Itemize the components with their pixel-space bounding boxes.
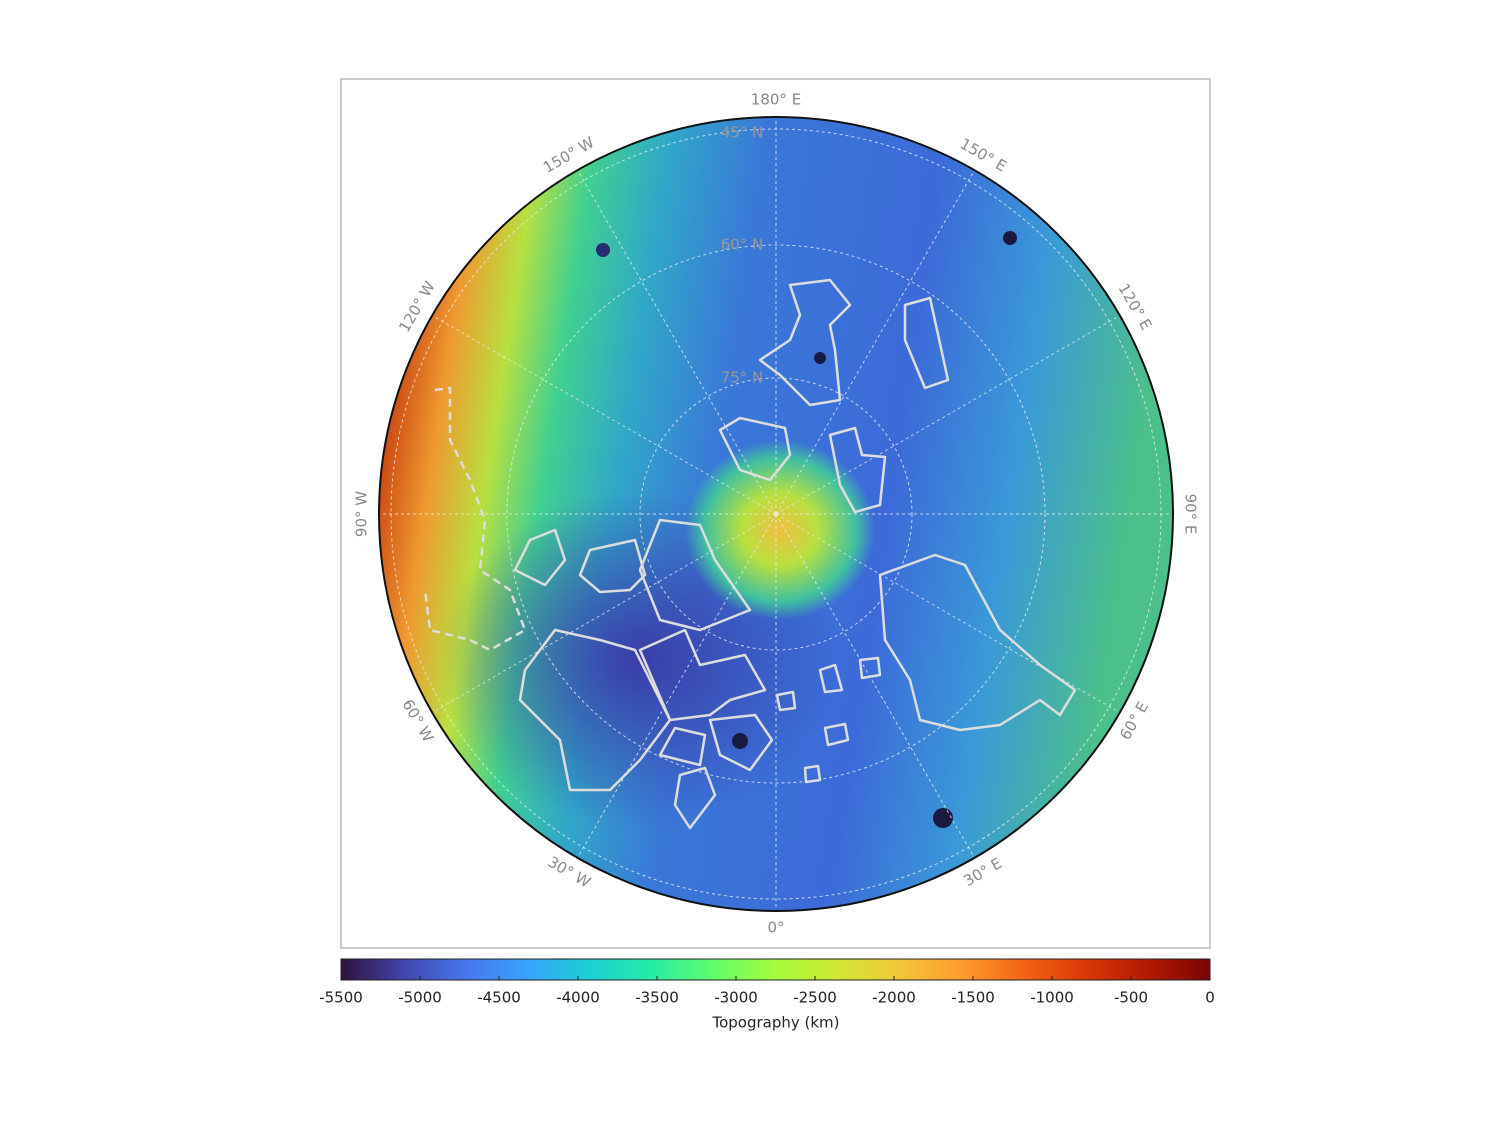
map: [379, 117, 1173, 911]
polar-cap: [685, 440, 875, 620]
meridian: [775, 513, 975, 859]
longitude-label: 90° W: [353, 491, 371, 537]
longitude-label: 90° E: [1182, 494, 1200, 535]
outline: [775, 690, 797, 712]
outline: [718, 416, 792, 482]
colorbar-tick-label: -5500: [319, 989, 363, 1007]
colorbar-border: [340, 958, 1211, 981]
meridian: [577, 513, 777, 859]
meridian: [431, 513, 777, 713]
outline: [823, 722, 850, 747]
latitude-label: 60° N: [721, 236, 764, 254]
graticule: [379, 117, 1173, 911]
outline: [578, 538, 647, 594]
colorbar-label: Topography (km): [711, 1014, 839, 1032]
crater: [732, 733, 748, 749]
longitude-label: 180° E: [751, 91, 801, 109]
outline: [708, 713, 774, 772]
outline: [673, 766, 717, 830]
outline: [658, 726, 707, 767]
outline: [513, 528, 567, 587]
meridian: [577, 169, 777, 515]
map-frame: [340, 78, 1211, 949]
outline: [858, 656, 882, 680]
crater: [596, 243, 610, 257]
crater: [814, 352, 826, 364]
crater: [933, 808, 953, 828]
longitude-label: 0°: [767, 919, 784, 937]
meridian: [431, 315, 777, 515]
colorbar-tick-label: -3000: [714, 989, 758, 1007]
outline: [818, 663, 844, 694]
parallel: [506, 244, 1046, 784]
outline: [803, 764, 822, 784]
meridian: [775, 513, 1121, 713]
colorbar-tick-label: -4000: [556, 989, 600, 1007]
latitude-label: 45° N: [721, 124, 764, 142]
outline: [638, 628, 767, 722]
unit-outlines: [423, 278, 1077, 830]
outline: [518, 628, 672, 792]
colorbar-tick-label: -4500: [477, 989, 521, 1007]
colorbar-tick-label: -500: [1114, 989, 1148, 1007]
colorbar-tick-label: -1500: [951, 989, 995, 1007]
parallel: [639, 377, 913, 651]
meridian: [775, 169, 975, 515]
outline: [828, 426, 887, 514]
colorbar-tick-label: -3500: [635, 989, 679, 1007]
outline: [423, 386, 527, 652]
meridian: [775, 315, 1121, 515]
colorbar: [341, 959, 1210, 980]
outline: [878, 553, 1077, 732]
outline: [758, 278, 852, 407]
colorbar-tick-label: 0: [1205, 989, 1215, 1007]
colorbar-ticks: -5500 -5000 -4500 -4000 -3500 -3000 -2500 -2000…: [319, 958, 1215, 1007]
map-border: [378, 116, 1174, 912]
outline: [903, 296, 950, 390]
latitude-label: 75° N: [721, 369, 764, 387]
colorbar-tick-label: -2000: [872, 989, 916, 1007]
outline: [638, 518, 752, 632]
colorbar-tick-label: -1000: [1030, 989, 1074, 1007]
crater: [1003, 231, 1017, 245]
colorbar-tick-label: -2500: [793, 989, 837, 1007]
colorbar-tick-label: -5000: [398, 989, 442, 1007]
